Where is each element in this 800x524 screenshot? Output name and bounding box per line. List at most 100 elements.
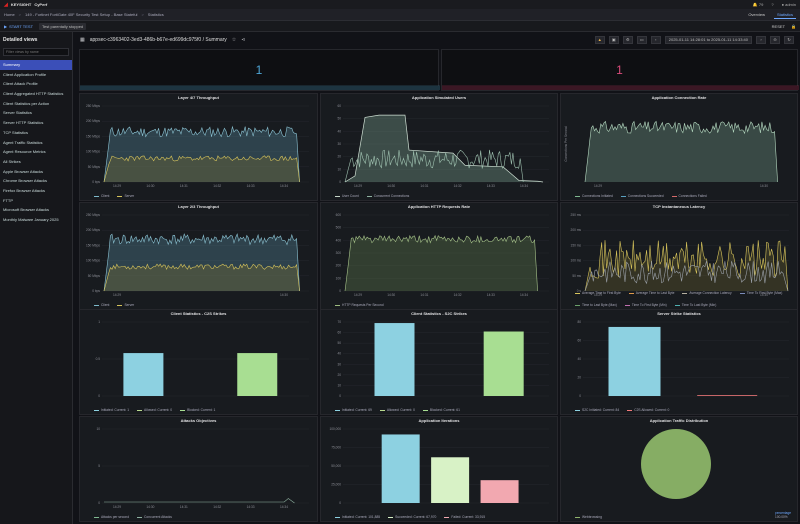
notification-button[interactable]: 🔔 79 [752,2,764,7]
legend-item[interactable]: Connections Succeeded [620,194,664,198]
bar[interactable] [123,353,164,396]
view-icon[interactable]: ▭ [636,36,647,44]
sidebar-item[interactable]: Client Attack Profile [3,81,38,87]
bar[interactable] [483,331,524,396]
y-tick-label: 100 [336,276,342,280]
refresh-icon[interactable]: ↻ [784,36,794,44]
sidebar-item[interactable]: Monthly Malware January 2025 [3,217,59,222]
legend-label: Concurrent Connections [373,194,410,198]
series-line [103,155,300,183]
legend-item[interactable]: HTTP Requests Per Second [335,303,384,307]
save-icon[interactable]: ▣ [608,36,619,44]
add-panel-icon[interactable]: ▲ [594,36,605,44]
bar[interactable] [697,395,758,396]
bar[interactable] [381,434,420,503]
bar[interactable] [374,323,415,396]
legend-item[interactable]: Concurrent Connections [366,194,410,198]
sidebar-item[interactable]: Client Statistics per Action [3,100,50,106]
legend-item[interactable]: Time to Last Byte (Max) [575,303,617,307]
legend-item[interactable]: User Count [335,194,359,198]
zoom-out-icon[interactable]: ⊖ [770,36,780,44]
legend-item[interactable]: Initiated: Current: 101,885 [335,515,380,519]
legend-item[interactable]: C2S Allowed: Current: 0 [627,408,669,412]
sidebar-item[interactable]: Apple Browser Attacks [3,168,44,174]
sidebar-item[interactable]: Server HTTP Statistics [3,120,44,126]
legend-item[interactable]: Server [117,194,134,198]
legend-item[interactable]: S2C Initiated: Current: 84 [575,408,619,412]
bar[interactable] [480,480,519,503]
tab-statistics[interactable]: Statistics [773,11,796,19]
legend-swatch [94,304,99,306]
sidebar-item[interactable]: Client Application Profile [3,71,47,77]
sidebar-item[interactable]: Firefox Browser Attacks [3,187,46,193]
legend-item[interactable]: Average Time to First Byte [575,291,621,295]
legend-item[interactable]: Initiated: Current: 69 [335,408,372,412]
star-icon[interactable]: ☆ [231,37,237,43]
sidebar-item[interactable]: Client Aggregated HTTP Statistics [3,91,64,97]
legend-swatch [94,516,99,518]
legend-item[interactable]: Blocked: Current: 1 [180,408,215,412]
y-tick-label: 30 [337,142,341,146]
reset-button[interactable]: RESET [771,23,786,29]
legend-item[interactable]: Client [94,303,109,307]
legend-item[interactable]: Failed: Current: 33,915 [444,515,485,519]
legend-item[interactable]: Succeeded: Current: 67,970 [388,515,436,519]
legend-item[interactable]: Webbrowsing [575,515,602,519]
bar[interactable] [608,326,661,396]
crumb-home[interactable]: Home [4,12,15,17]
sidebar-item[interactable]: Microsoft Browser Attacks [3,207,50,213]
crumb-test[interactable]: 149 - Fortinet FortiGate 40F Security Te… [25,12,138,17]
x-tick-label: 14:30 [760,293,768,297]
sidebar-item[interactable]: Agent Traffic Statistics [3,139,43,145]
sidebar-item[interactable]: FTTP [3,197,13,203]
y-tick-label: 150 Mbps [86,134,100,138]
legend-item[interactable]: Connections Initiated [575,194,613,198]
x-tick-label: 14:29 [113,293,121,297]
sidebar-item[interactable]: All Strikes [3,158,21,164]
chart-legend: S2C Initiated: Current: 84 C2S Allowed: C… [575,408,791,412]
legend-item[interactable]: Time To First Byte (Min) [624,303,667,307]
share-icon[interactable]: ⋖ [241,37,246,43]
x-tick-label: 14:33 [487,184,495,188]
lock-icon[interactable]: 🔒 [791,23,796,29]
pie-slice[interactable] [641,429,711,499]
legend-item[interactable]: Server [117,303,134,307]
panel-chart [641,429,711,499]
legend-item[interactable]: Concurrent Attacks [137,515,172,519]
sidebar-item[interactable]: TCP Statistics [3,129,29,135]
start-test-button[interactable]: ▶ START TEST [4,24,33,29]
legend-item[interactable]: Blocked: Current: 61 [422,408,460,412]
legend-item[interactable]: Attacks per second [94,515,129,519]
x-tick-label: 14:30 [280,293,288,297]
y-tick-label: 40 [577,357,581,361]
time-range-picker[interactable]: 2025-01-11 14:28:01 to 2025-01-11 14:33:… [664,36,752,44]
legend-item[interactable]: Allowed: Current: 0 [137,408,172,412]
legend-swatch [674,304,680,306]
next-range-icon[interactable]: › [756,36,766,44]
legend-item[interactable]: Average Time to Last Byte [628,291,674,295]
legend-item[interactable]: Allowed: Current: 0 [379,408,415,412]
bar[interactable] [237,353,278,396]
tab-overview[interactable]: Overview [748,11,765,17]
y-tick-label: 600 [336,213,342,217]
user-menu[interactable]: ● admin [781,2,796,7]
sidebar-item[interactable]: Chrome Browser Attacks [3,178,48,184]
legend-item[interactable]: Initiated: Current: 1 [94,408,129,412]
prev-range-icon[interactable]: ‹ [650,36,661,44]
legend-item[interactable]: Client [94,194,109,198]
filter-views-input[interactable]: Filter views by name [3,48,69,56]
bar[interactable] [431,457,470,503]
legend-item[interactable]: Time To First Byte (Max) [739,291,782,295]
sidebar-item[interactable]: Agent Resource Metrics [3,149,46,155]
sidebar-item[interactable]: Summary [0,60,72,70]
legend-item[interactable]: Connections Failed [671,194,707,198]
settings-icon[interactable]: ⚙ [622,36,633,44]
legend-item[interactable]: Average Connection Latency [682,291,732,295]
help-icon[interactable]: ? [771,2,774,7]
breadcrumb: Home > 149 - Fortinet FortiGate 40F Secur… [4,12,164,17]
y-tick-label: 0 bps [92,289,100,293]
y-tick-label: 100 Mbps [86,259,100,263]
legend-item[interactable]: Time To Last Byte (Min) [674,303,716,307]
sidebar-item[interactable]: Server Statistics [3,110,32,116]
x-tick-label: 14:30 [146,505,154,509]
